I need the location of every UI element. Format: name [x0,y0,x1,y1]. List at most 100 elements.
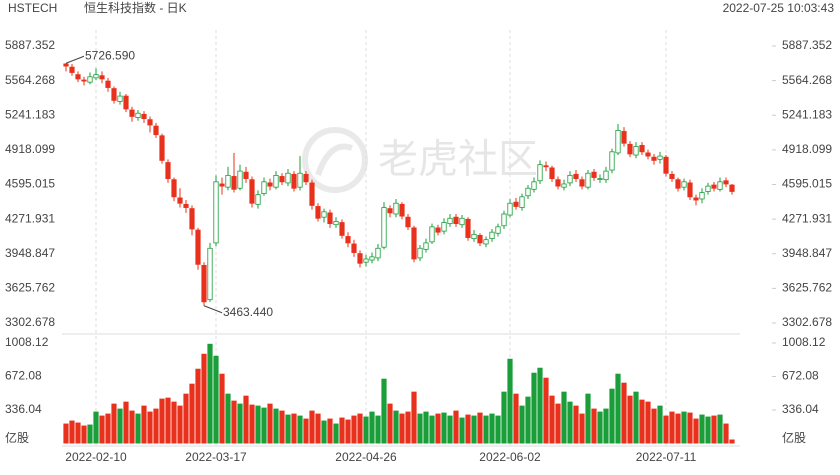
volume-bar [675,413,681,444]
volume-bar [213,355,219,444]
volume-bar [135,413,141,444]
volume-bar [699,414,705,444]
volume-bar [465,414,471,444]
candle-body [585,172,591,188]
candle-body [633,146,639,156]
candle-body [495,226,501,234]
timestamp: 2022-07-25 10:03:43 [723,1,835,15]
volume-bar [567,401,573,444]
volume-bar [429,415,435,444]
y-tick-label-right: 336.04 [782,402,819,416]
volume-bar [585,393,591,444]
candle-body [195,229,201,265]
volume-bar [471,415,477,444]
volume-bar [489,413,495,444]
unit-label: 亿股 [5,430,29,445]
candle-body [711,184,717,189]
volume-bar [705,416,711,444]
volume-bar [195,368,201,444]
candle-body [141,113,147,119]
volume-bar [63,423,69,444]
volume-bar [657,405,663,444]
candle-body [723,180,729,185]
candle-body [225,174,231,188]
candle-body [573,173,579,180]
volume-bar [549,395,555,444]
volume-bar [357,413,363,444]
candle-body [213,181,219,244]
volume-bar [717,414,723,444]
candle-body [699,192,705,200]
candle-body [375,247,381,259]
volume-bar [411,391,417,444]
y-tick-label: 4595.015 [5,177,55,191]
volume-bar [309,410,315,444]
candle-body [315,206,321,219]
watermark-text: 老虎社区 [378,138,538,182]
y-tick-label-right: 3625.762 [782,281,832,295]
y-tick-label: 3948.847 [5,246,55,260]
y-tick-label-right: 3302.678 [782,315,832,329]
candle-body [351,243,357,253]
candle-body [639,144,645,153]
volume-bar [207,343,213,444]
candle-body [597,178,603,181]
candle-body [645,152,651,157]
index-name: 恒生科技指数 - 日K [84,0,187,15]
volume-bar [555,403,561,444]
y-tick-label: 5887.352 [5,38,55,52]
y-tick-label-right: 1008.12 [782,335,826,349]
candle-body [399,203,405,217]
volume-bar [483,415,489,444]
volume-bar [243,395,249,444]
candle-body [459,217,465,226]
candle-body [441,222,447,232]
volume-bar [327,418,333,444]
volume-bar [171,401,177,444]
volume-bar [537,367,543,444]
candle-body [729,184,735,192]
candle-body [303,173,309,183]
candle-body [579,179,585,187]
candle-body [381,207,387,248]
y-tick-label-right: 5241.183 [782,107,832,121]
candle-body [159,135,165,161]
candle-body [549,167,555,180]
candle-body [219,183,225,187]
volume-bar [99,415,105,444]
volume-bar [495,415,501,444]
volume-bar [729,439,735,444]
volume-bar [363,416,369,444]
candle-body [369,256,375,261]
candle-body [513,201,519,207]
candle-body [705,185,711,192]
volume-bar [393,410,399,444]
watermark-icon-stroke [315,143,354,177]
volume-bar [591,408,597,444]
volume-bar [693,418,699,444]
volume-bar [153,408,159,444]
volume-bar [459,417,465,444]
volume-bar [381,378,387,444]
volume-bar [669,411,675,444]
candle-body [333,221,339,226]
y-tick-label: 4918.099 [5,142,55,156]
candle-body [279,176,285,183]
candle-body [465,218,471,238]
volume-bar [423,411,429,444]
volume-bar [663,415,669,444]
volume-bar [87,424,93,444]
candle-body [129,109,135,117]
candle-body [75,74,81,80]
candle-body [357,253,363,264]
candle-body [537,164,543,182]
candle-body [117,95,123,102]
volume-bar [543,377,549,444]
volume-bar [687,412,693,444]
volume-bar [597,411,603,444]
candle-body [309,182,315,206]
candle-body [249,179,255,204]
candle-body [99,75,105,80]
volume-bar [351,415,357,444]
